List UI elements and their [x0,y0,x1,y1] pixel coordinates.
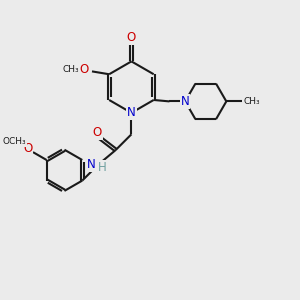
Text: OCH₃: OCH₃ [3,137,26,146]
Text: N: N [181,95,190,108]
Text: O: O [80,63,88,76]
Text: CH₃: CH₃ [62,64,79,74]
Text: H: H [98,161,106,174]
Text: N: N [127,106,136,119]
Text: O: O [23,142,32,155]
Text: O: O [92,126,102,139]
Text: O: O [127,31,136,44]
Text: N: N [87,158,96,171]
Text: CH₃: CH₃ [244,97,260,106]
